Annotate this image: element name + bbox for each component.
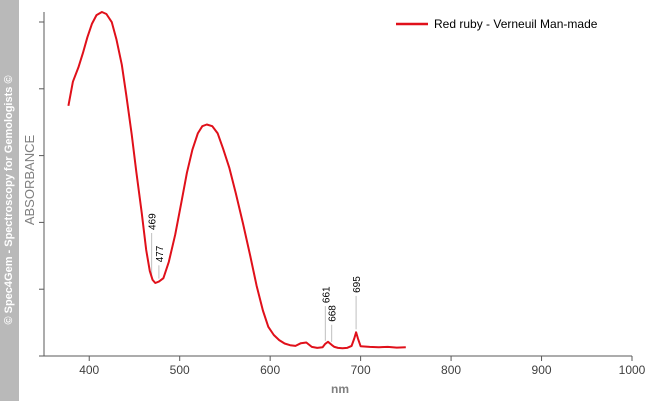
peak-label-661: 661 [321, 286, 332, 303]
x-tick-label: 800 [441, 363, 461, 377]
peak-label-668: 668 [328, 305, 339, 322]
peak-label-469: 469 [148, 213, 159, 230]
peak-label-695: 695 [352, 276, 363, 293]
legend-label: Red ruby - Verneuil Man-made [434, 17, 598, 31]
watermark-strip: © Spec4Gem - Spectroscopy for Gemologist… [0, 0, 19, 401]
x-axis-title: nm [331, 382, 349, 396]
peak-markers: 469 477 661 668 695 [148, 213, 363, 342]
peak-label-477: 477 [155, 245, 166, 262]
y-axis-title: ABSORBANCE [22, 135, 37, 226]
series-line-red-ruby [67, 11, 406, 350]
x-tick-label: 400 [79, 363, 99, 377]
y-axis-ticks [39, 21, 44, 357]
x-tick-label: 700 [351, 363, 371, 377]
x-axis-ticks: 400 500 600 700 800 900 1000 [79, 356, 646, 377]
legend: Red ruby - Verneuil Man-made [396, 17, 598, 31]
x-tick-label: 600 [260, 363, 280, 377]
x-tick-label: 1000 [619, 363, 646, 377]
x-tick-label: 500 [170, 363, 190, 377]
x-tick-label: 900 [532, 363, 552, 377]
